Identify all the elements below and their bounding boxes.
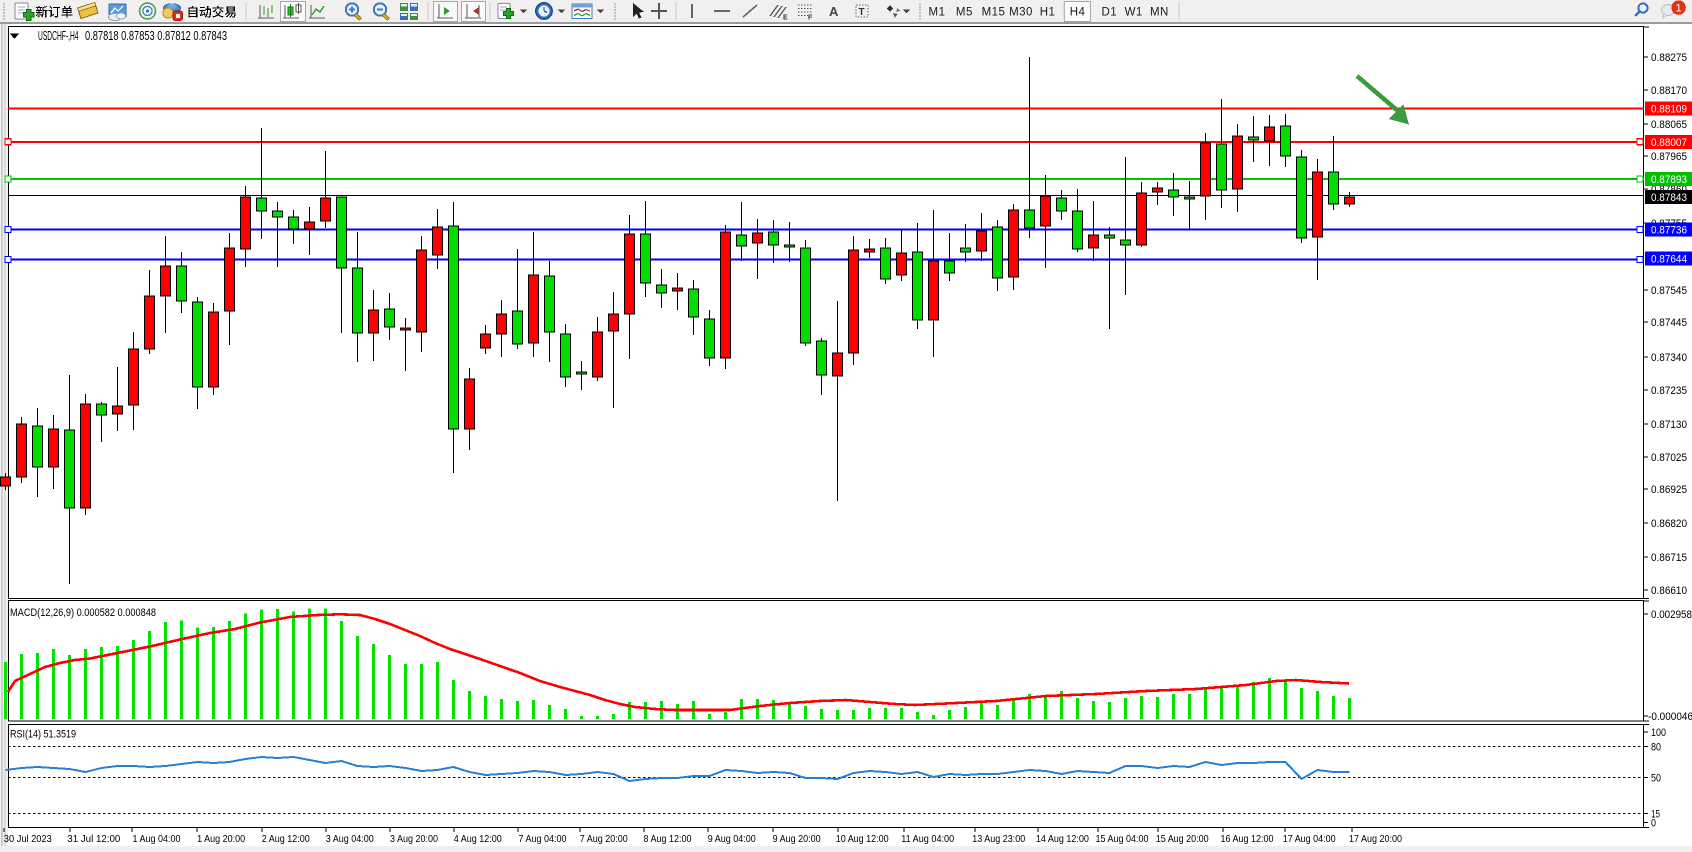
svg-text:MN: MN [1150, 7, 1169, 19]
svg-text:A: A [829, 4, 839, 19]
svg-text:3 Aug 20:00: 3 Aug 20:00 [390, 834, 438, 845]
svg-text:0.87340: 0.87340 [1651, 352, 1687, 364]
svg-text:15 Aug 04:00: 15 Aug 04:00 [1096, 834, 1149, 845]
svg-text:1: 1 [1676, 3, 1682, 15]
svg-text:0.87445: 0.87445 [1651, 317, 1687, 329]
svg-text:0.86925: 0.86925 [1651, 484, 1687, 496]
svg-text:13 Aug 23:00: 13 Aug 23:00 [972, 834, 1025, 845]
svg-text:31 Jul 12:00: 31 Jul 12:00 [67, 834, 120, 845]
svg-text:100: 100 [1651, 727, 1666, 739]
svg-text:3 Aug 04:00: 3 Aug 04:00 [326, 834, 374, 845]
svg-text:30 Jul 2023: 30 Jul 2023 [4, 834, 52, 845]
svg-text:M30: M30 [1009, 7, 1033, 19]
svg-text:0.87025: 0.87025 [1651, 452, 1687, 464]
svg-text:0.86610: 0.86610 [1651, 585, 1687, 597]
svg-text:D1: D1 [1101, 7, 1117, 19]
svg-text:0.87893: 0.87893 [1651, 174, 1687, 186]
svg-text:11 Aug 04:00: 11 Aug 04:00 [901, 834, 954, 845]
svg-text:15 Aug 20:00: 15 Aug 20:00 [1156, 834, 1209, 845]
svg-text:MACD(12,26,9) 0.000582 0.00084: MACD(12,26,9) 0.000582 0.000848 [10, 607, 156, 619]
svg-text:15: 15 [1651, 809, 1660, 821]
svg-text:H1: H1 [1040, 7, 1056, 19]
svg-text:T: T [859, 7, 865, 18]
svg-text:0.87644: 0.87644 [1651, 254, 1687, 266]
svg-text:0.88007: 0.88007 [1651, 137, 1687, 149]
svg-text:E: E [783, 15, 788, 22]
svg-text:0: 0 [1651, 817, 1656, 829]
svg-text:0.87736: 0.87736 [1651, 225, 1687, 237]
svg-text:0.87843: 0.87843 [1651, 192, 1687, 204]
svg-text:-0.000046: -0.000046 [1648, 711, 1692, 723]
svg-text:1 Aug 04:00: 1 Aug 04:00 [133, 834, 181, 845]
svg-text:10 Aug 12:00: 10 Aug 12:00 [836, 834, 889, 845]
svg-text:16 Aug 12:00: 16 Aug 12:00 [1221, 834, 1274, 845]
svg-text:0.86715: 0.86715 [1651, 552, 1687, 564]
svg-text:17 Aug 04:00: 17 Aug 04:00 [1283, 834, 1336, 845]
svg-text:7 Aug 20:00: 7 Aug 20:00 [580, 834, 628, 845]
svg-text:4 Aug 12:00: 4 Aug 12:00 [454, 834, 502, 845]
svg-text:0.87130: 0.87130 [1651, 419, 1687, 431]
svg-text:7 Aug 04:00: 7 Aug 04:00 [519, 834, 567, 845]
svg-text:9 Aug 20:00: 9 Aug 20:00 [773, 834, 821, 845]
svg-text:M1: M1 [929, 7, 946, 19]
svg-text:0.87818 0.87853 0.87812 0.8784: 0.87818 0.87853 0.87812 0.87843 [85, 28, 227, 43]
svg-text:80: 80 [1651, 741, 1661, 753]
svg-text:RSI(14) 51.3519: RSI(14) 51.3519 [10, 729, 76, 741]
svg-text:9 Aug 04:00: 9 Aug 04:00 [708, 834, 756, 845]
svg-text:2 Aug 12:00: 2 Aug 12:00 [262, 834, 310, 845]
svg-text:0.87235: 0.87235 [1651, 385, 1687, 397]
svg-text:0.88065: 0.88065 [1651, 119, 1687, 131]
svg-text:0.87965: 0.87965 [1651, 151, 1687, 163]
svg-text:0.87545: 0.87545 [1651, 285, 1687, 297]
svg-text:14 Aug 12:00: 14 Aug 12:00 [1036, 834, 1089, 845]
svg-text:USDCHF-,H4: USDCHF-,H4 [38, 28, 79, 43]
svg-text:F: F [808, 15, 813, 22]
svg-text:8 Aug 12:00: 8 Aug 12:00 [644, 834, 692, 845]
svg-text:0.86820: 0.86820 [1651, 518, 1687, 530]
svg-text:W1: W1 [1125, 7, 1143, 19]
svg-text:0.88275: 0.88275 [1651, 52, 1687, 64]
svg-text:0.002958: 0.002958 [1651, 609, 1692, 621]
svg-text:0.88170: 0.88170 [1651, 85, 1687, 97]
svg-text:1 Aug 20:00: 1 Aug 20:00 [197, 834, 245, 845]
svg-text:M15: M15 [982, 7, 1006, 19]
svg-text:17 Aug 20:00: 17 Aug 20:00 [1349, 834, 1402, 845]
svg-text:50: 50 [1651, 773, 1661, 785]
svg-text:M5: M5 [956, 7, 973, 19]
svg-text:0.88109: 0.88109 [1651, 104, 1687, 116]
svg-text:H4: H4 [1070, 7, 1086, 19]
